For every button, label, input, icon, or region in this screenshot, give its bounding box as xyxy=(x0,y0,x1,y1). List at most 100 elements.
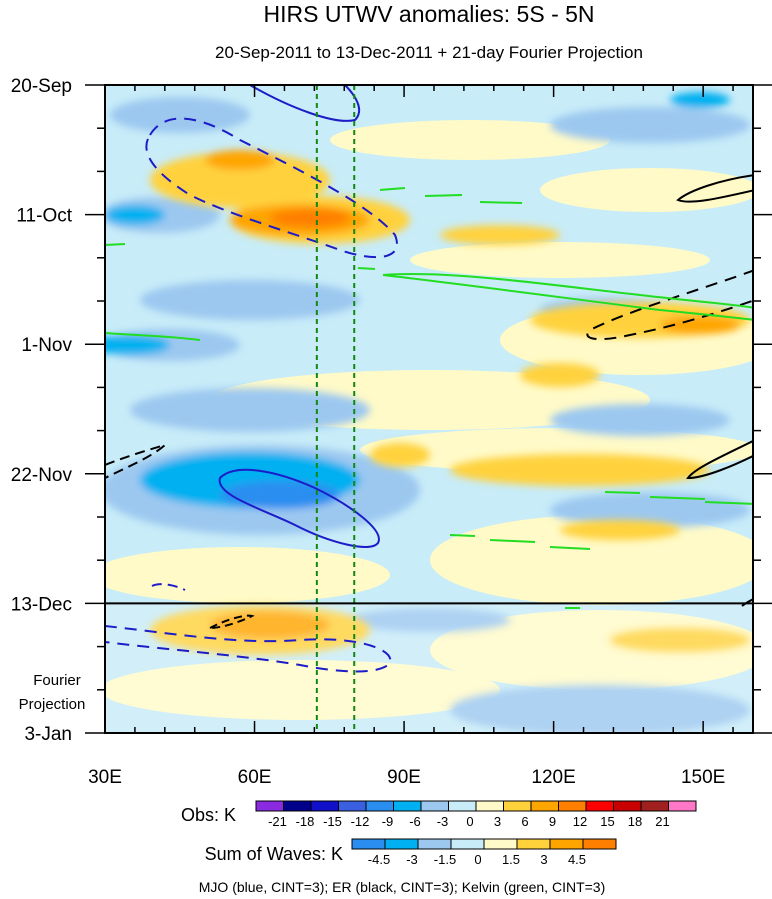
colorbar-swatch xyxy=(338,800,367,812)
plot-area xyxy=(105,85,753,733)
mjo-contour-positive xyxy=(218,468,380,548)
x-axis: 30E 60E 90E 120E 150E xyxy=(88,85,734,788)
colorbar-swatch xyxy=(450,838,485,850)
mjo-contour-negative xyxy=(105,625,392,673)
colorbar-label: 3 xyxy=(540,852,547,867)
obs-colorbar: -21 -18 -15 -12 -9 -6 -3 0 3 6 9 12 15 18 21 xyxy=(255,800,697,829)
colorbar-swatch xyxy=(420,800,449,812)
y-tick-label: 3-Jan xyxy=(24,724,72,745)
mjo-contour-negative xyxy=(145,117,398,259)
anomaly-patch xyxy=(560,520,680,540)
colorbar-swatch xyxy=(613,800,642,812)
x-tick-label: 120E xyxy=(531,767,575,788)
kelvin-contour-positive xyxy=(379,187,523,204)
colorbar-label: 18 xyxy=(628,814,642,829)
colorbar-label: -21 xyxy=(268,814,287,829)
anomaly-patch xyxy=(105,205,165,225)
colorbar-swatch xyxy=(558,800,587,812)
colorbar-label: -6 xyxy=(409,814,421,829)
colorbar-swatch xyxy=(310,800,339,812)
projection-label-line-1: Fourier xyxy=(33,672,81,689)
colorbar-swatch xyxy=(585,800,614,812)
anomaly-patch xyxy=(660,316,740,334)
colorbar-swatch xyxy=(365,800,394,812)
colorbar-swatch xyxy=(549,838,584,850)
colorbar-label: 9 xyxy=(549,814,556,829)
anomaly-patch xyxy=(550,107,750,143)
colorbar-swatch xyxy=(417,838,452,850)
anomaly-patch xyxy=(410,242,710,278)
colorbar-swatch xyxy=(582,838,617,850)
anomaly-patch xyxy=(105,547,390,603)
colorbar-label: -1.5 xyxy=(434,852,456,867)
colorbar-label: -3 xyxy=(437,814,449,829)
y-tick-label: 11-Oct xyxy=(16,206,72,227)
kelvin-contour-positive xyxy=(449,534,591,609)
waves-colorbar: -4.5 -3 -1.5 0 1.5 3 4.5 xyxy=(351,838,617,867)
colorbar-label: 15 xyxy=(600,814,614,829)
obs-legend-title: Obs: K xyxy=(181,805,236,825)
anomaly-patch xyxy=(140,280,360,320)
colorbar-label: 21 xyxy=(655,814,669,829)
colorbar-label: 6 xyxy=(521,814,528,829)
projection-background xyxy=(105,604,753,733)
anomaly-patch xyxy=(610,628,750,652)
colorbar-label: 4.5 xyxy=(568,852,586,867)
projection-label-line-2: Projection xyxy=(19,696,86,713)
colorbar-label: 1.5 xyxy=(502,852,520,867)
anomaly-patch xyxy=(670,92,730,108)
anomaly-patch xyxy=(430,515,753,605)
er-contour-negative xyxy=(586,269,753,341)
anomaly-patch xyxy=(220,481,340,509)
y-tick-label: 1-Nov xyxy=(21,335,72,356)
colorbar-swatch xyxy=(255,800,284,812)
colorbar-swatch xyxy=(448,800,477,812)
anomaly-patch xyxy=(110,97,250,133)
waves-legend-title: Sum of Waves: K xyxy=(205,844,343,864)
anomaly-patch xyxy=(450,685,750,733)
anomaly-patch xyxy=(105,660,500,720)
anomaly-patch xyxy=(540,168,753,212)
kelvin-contour-positive xyxy=(604,491,753,505)
anomaly-patch xyxy=(370,443,430,467)
y-axis: 20-Sep 11-Oct 1-Nov 22-Nov 13-Dec 3-Jan xyxy=(11,76,772,745)
anomaly-patch xyxy=(440,225,560,245)
colorbar-label: -18 xyxy=(296,814,315,829)
footer-note: MJO (blue, CINT=3); ER (black, CINT=3); … xyxy=(199,879,606,895)
colorbar-label: 3 xyxy=(494,814,501,829)
anomaly-field xyxy=(105,92,753,733)
colorbar-swatch xyxy=(283,800,312,812)
colorbar-swatch xyxy=(668,800,697,812)
x-tick-label: 60E xyxy=(238,767,272,788)
colorbar-label: 12 xyxy=(573,814,587,829)
anomaly-patch xyxy=(105,335,170,355)
er-contour-positive xyxy=(676,174,753,203)
y-tick-label: 13-Dec xyxy=(11,594,72,615)
chart-title: HIRS UTWV anomalies: 5S - 5N xyxy=(263,1,594,27)
colorbar-swatch xyxy=(503,800,532,812)
er-contour-positive xyxy=(741,598,753,607)
colorbar-swatch xyxy=(530,800,559,812)
er-contour-negative xyxy=(105,444,166,479)
y-tick-label: 22-Nov xyxy=(11,465,73,486)
kelvin-contour-positive xyxy=(105,243,201,341)
kelvin-contour-positive xyxy=(357,267,376,270)
colorbar-label: -15 xyxy=(323,814,342,829)
colorbar-label: 0 xyxy=(474,852,481,867)
er-contour-negative xyxy=(209,614,255,629)
plot-frame xyxy=(104,84,754,734)
anomaly-patch xyxy=(450,454,710,486)
mjo-contour-negative xyxy=(151,583,186,591)
colorbar-label: -12 xyxy=(351,814,370,829)
colorbar-label: -9 xyxy=(382,814,394,829)
colorbar-swatch xyxy=(351,838,386,850)
colorbar-label: 0 xyxy=(466,814,473,829)
anomaly-patch xyxy=(210,611,330,639)
x-tick-label: 90E xyxy=(387,767,421,788)
colorbar-swatch xyxy=(384,838,419,850)
colorbar-swatch xyxy=(640,800,669,812)
chart-subtitle: 20-Sep-2011 to 13-Dec-2011 + 21-day Four… xyxy=(215,43,643,62)
anomaly-patch xyxy=(520,363,600,387)
anomaly-patch xyxy=(550,492,750,528)
